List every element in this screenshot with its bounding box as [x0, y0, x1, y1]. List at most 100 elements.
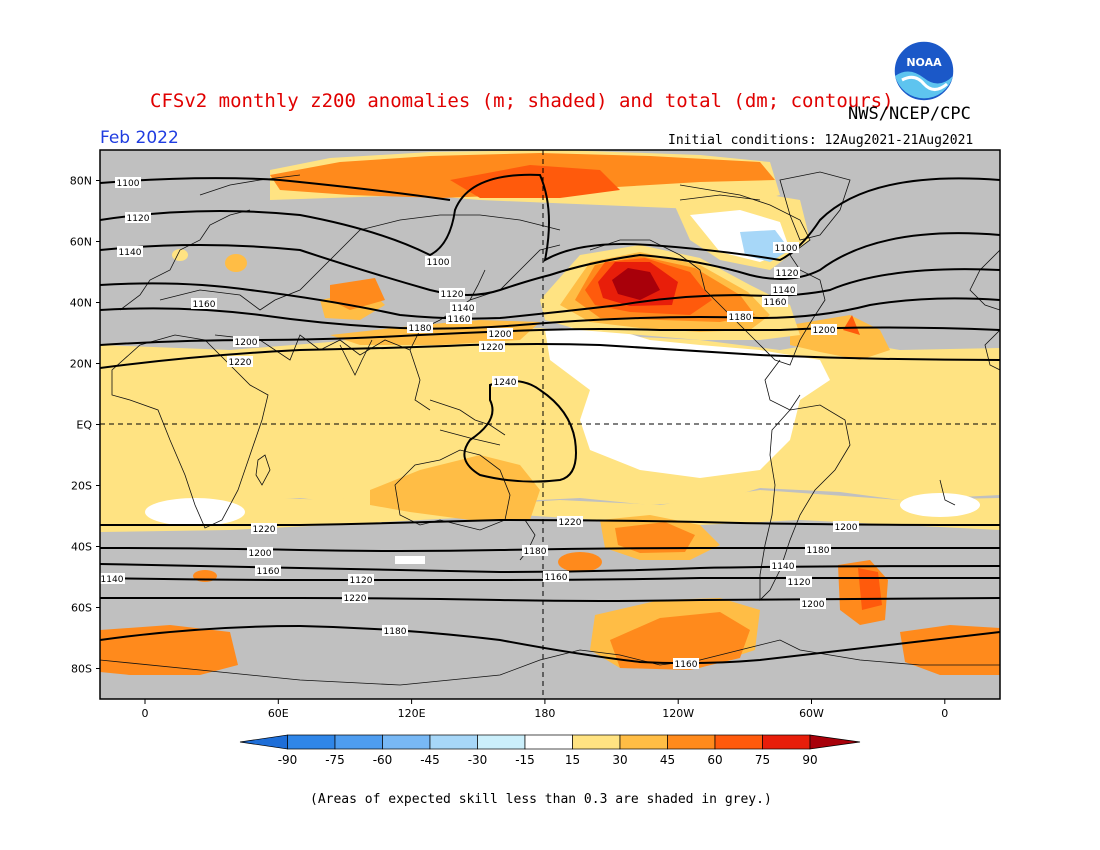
- colorbar-label: -15: [515, 753, 535, 767]
- contour-label-bg: [117, 246, 143, 257]
- contour-labels: 1100110011001120112011201140114011401160…: [100, 177, 859, 670]
- contour-label-bg: [247, 547, 273, 558]
- latitude-axis: 80N 60N 40N 20N EQ 20S 40S 60S 80S: [70, 175, 100, 676]
- contour-label: 1200: [489, 330, 512, 340]
- contour-label-bg: [115, 177, 141, 188]
- contour-label-bg: [191, 298, 217, 309]
- contour-label: 1100: [117, 179, 140, 189]
- colorbar-swatch: [714, 734, 763, 750]
- contour-label-bg: [557, 516, 583, 527]
- contour-label: 1180: [807, 546, 830, 556]
- contour-label-bg: [833, 521, 859, 532]
- contour-label: 1140: [773, 286, 796, 296]
- contour-label: 1160: [675, 660, 698, 670]
- contour-label-bg: [233, 336, 259, 347]
- contour-label-bg: [522, 545, 548, 556]
- contour-label: 1220: [481, 343, 504, 353]
- contour-label-bg: [255, 565, 281, 576]
- contour-label: 1140: [101, 575, 124, 585]
- agency-label: NWS/NCEP/CPC: [848, 104, 971, 124]
- contour-label-bg: [762, 296, 788, 307]
- colorbar: -90 -75 -60 -45 -30 -15 15 30 45 60 75 90: [239, 734, 861, 767]
- contour-label: 1160: [545, 573, 568, 583]
- colorbar-swatch: [619, 734, 668, 750]
- contour-label-bg: [100, 573, 125, 584]
- anomaly-region: [900, 493, 980, 517]
- contour-label: 1120: [441, 290, 464, 300]
- anomaly-region: [558, 552, 602, 572]
- lat-tick-label: 40N: [70, 297, 92, 310]
- lat-tick-label: 60N: [70, 236, 92, 249]
- map-plot-area: 1100110011001120112011201140114011401160…: [100, 150, 1000, 699]
- longitude-axis: 0 60E 120E 180 120W 60W 0: [142, 699, 948, 720]
- contour-label: 1120: [776, 269, 799, 279]
- contour-label-bg: [348, 574, 374, 585]
- contour-label-bg: [227, 356, 253, 367]
- svg-text:NOAA: NOAA: [906, 56, 942, 69]
- anomaly-region: [330, 278, 385, 310]
- colorbar-label: 90: [802, 753, 817, 767]
- colorbar-swatch: [572, 734, 621, 750]
- anomaly-region: [370, 455, 540, 520]
- contour-label: 1180: [384, 627, 407, 637]
- contour-label-bg: [773, 242, 799, 253]
- contour-label: 1160: [257, 567, 280, 577]
- coastlines: [100, 171, 1000, 686]
- contour-label-bg: [800, 598, 826, 609]
- contour-label: 1160: [193, 300, 216, 310]
- contour-label-bg: [786, 576, 812, 587]
- colorbar-label: -60: [373, 753, 393, 767]
- lon-tick-label: 120W: [662, 707, 694, 720]
- chart-title: CFSv2 monthly z200 anomalies (m; shaded)…: [150, 90, 894, 112]
- anomaly-region: [740, 230, 790, 262]
- contour-label: 1120: [350, 576, 373, 586]
- contour-label-bg: [382, 625, 408, 636]
- lon-tick-label: 60E: [268, 707, 289, 720]
- colorbar-label: 15: [565, 753, 580, 767]
- colorbar-label: -90: [278, 753, 298, 767]
- colorbar-label: -30: [468, 753, 488, 767]
- contour-label: 1220: [344, 594, 367, 604]
- anomaly-region: [450, 165, 620, 198]
- contour-label-bg: [251, 523, 277, 534]
- anomaly-region: [395, 556, 425, 564]
- contour-label-bg: [487, 328, 513, 339]
- contour-label: 1120: [127, 214, 150, 224]
- lon-tick-label: 0: [142, 707, 149, 720]
- lat-tick-label: 40S: [71, 541, 92, 554]
- contour-label-bg: [811, 324, 837, 335]
- lat-tick-label: 80N: [70, 175, 92, 188]
- contour-label: 1200: [835, 523, 858, 533]
- anomaly-region: [900, 625, 1000, 675]
- contour-label-bg: [479, 341, 505, 352]
- contour-label-bg: [774, 267, 800, 278]
- colorbar-label: -75: [325, 753, 345, 767]
- contour-label-bg: [125, 212, 151, 223]
- contour-label: 1180: [729, 313, 752, 323]
- anomaly-region: [100, 625, 238, 675]
- contour-label: 1180: [524, 547, 547, 557]
- contour-label: 1200: [802, 600, 825, 610]
- contour-label-bg: [342, 592, 368, 603]
- contour-label-bg: [450, 302, 476, 313]
- lat-tick-label: 20N: [70, 358, 92, 371]
- anomaly-region: [610, 612, 750, 670]
- contour-label: 1240: [494, 378, 517, 388]
- noaa-logo-icon: NOAA: [893, 40, 955, 102]
- contour-label-bg: [439, 288, 465, 299]
- colorbar-arrow-left: [239, 734, 288, 750]
- anomaly-region: [145, 498, 245, 526]
- colorbar-swatch: [287, 734, 336, 750]
- anomaly-region: [612, 268, 660, 300]
- lon-tick-label: 120E: [398, 707, 426, 720]
- anomaly-region: [615, 522, 695, 553]
- contour-label-bg: [805, 544, 831, 555]
- contour-label: 1140: [452, 304, 475, 314]
- contour-label-bg: [446, 313, 472, 324]
- lon-tick-label: 60W: [799, 707, 824, 720]
- contour-label: 1120: [788, 578, 811, 588]
- lat-tick-label: 20S: [71, 480, 92, 493]
- contour-label: 1140: [119, 248, 142, 258]
- colorbar-swatch: [524, 734, 573, 750]
- colorbar-arrow-right: [809, 734, 861, 750]
